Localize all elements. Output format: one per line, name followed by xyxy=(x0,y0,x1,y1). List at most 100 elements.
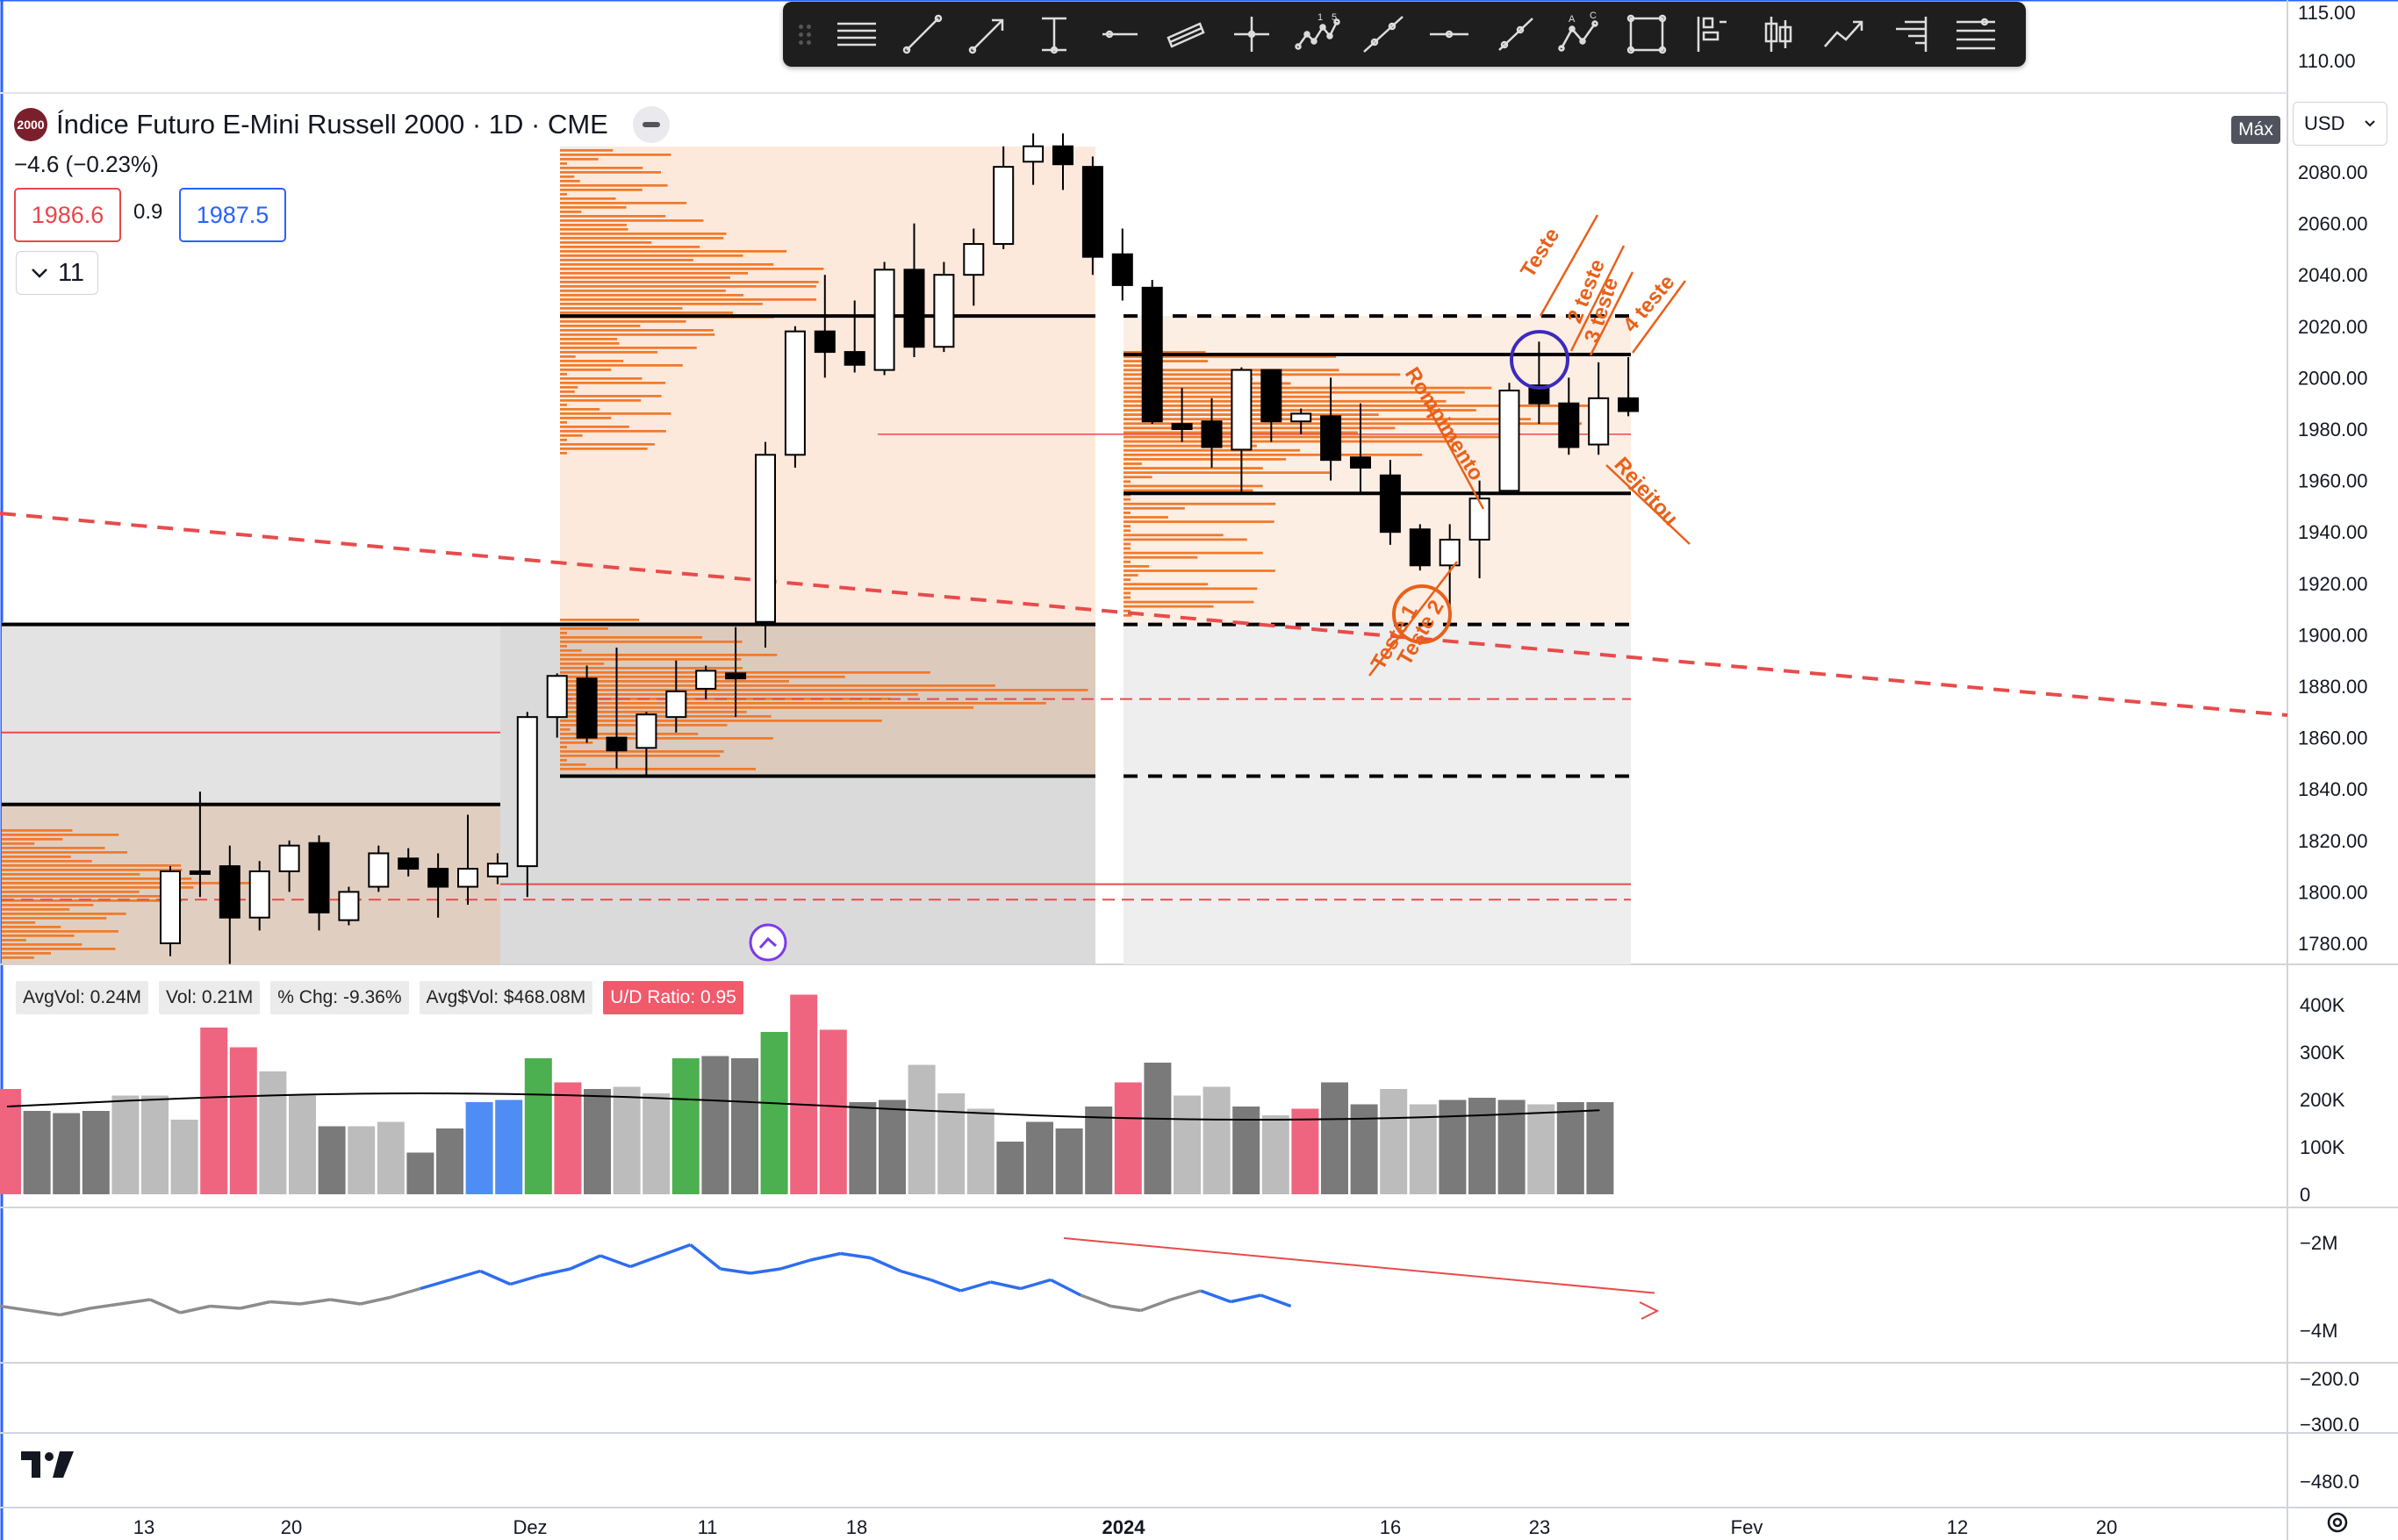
candle-up xyxy=(1498,390,1520,492)
volume-profile-bar xyxy=(1124,534,1224,537)
volume-profile-bar xyxy=(2,939,26,942)
candle xyxy=(784,326,806,468)
volume-profile-bar xyxy=(560,263,774,266)
sell-button[interactable]: 1986.6 xyxy=(14,188,121,242)
extended-line-icon[interactable] xyxy=(1350,2,1416,67)
volume-profile-bar xyxy=(1124,390,1465,394)
rectangle-icon[interactable] xyxy=(1613,2,1679,67)
volume-bar xyxy=(701,1056,729,1194)
candle-up xyxy=(635,713,657,749)
indicators-count: 11 xyxy=(57,258,85,287)
candle xyxy=(1023,133,1045,185)
jump-to-bar-button[interactable] xyxy=(749,923,787,962)
candle-up xyxy=(933,274,955,348)
candle xyxy=(1290,408,1312,434)
volume-bar xyxy=(141,1095,169,1194)
volume-bar xyxy=(465,1102,493,1194)
volume-profile-icon[interactable] xyxy=(1877,2,1942,67)
volume-profile-bar xyxy=(1124,538,1247,541)
more-tools-icon[interactable] xyxy=(1942,2,2008,67)
candle xyxy=(546,673,568,738)
symbol-title[interactable]: Índice Futuro E-Mini Russell 2000 · 1D ·… xyxy=(56,109,608,140)
volume-profile-bar xyxy=(2,851,128,854)
volume-profile-bar xyxy=(560,347,697,349)
volume-profile-bar xyxy=(1124,605,1214,608)
volume-profile-bar xyxy=(1124,555,1198,559)
path-icon[interactable] xyxy=(1811,2,1877,67)
volume-profile-bar xyxy=(1124,395,1331,398)
volume-bar xyxy=(259,1071,287,1194)
volume-profile-bar xyxy=(1124,364,1151,368)
horizontal-lines-icon[interactable] xyxy=(823,2,889,67)
indicator-line-segment xyxy=(1170,1289,1202,1301)
volume-bar xyxy=(0,1089,21,1194)
buy-button[interactable]: 1987.5 xyxy=(179,188,286,242)
price-tick-label: 1960.00 xyxy=(2298,470,2368,492)
volume-bar xyxy=(1026,1121,1053,1194)
volume-profile-bar xyxy=(2,886,194,889)
long-short-position-icon[interactable] xyxy=(1679,2,1745,67)
annotation-arrow xyxy=(1589,271,1634,356)
volume-profile-bar xyxy=(560,184,668,187)
candle-down xyxy=(1320,415,1342,462)
price-tick-label: 1980.00 xyxy=(2298,419,2368,441)
indicator-line-segment xyxy=(119,1298,151,1306)
volume-profile-bar xyxy=(560,382,666,384)
candle-down xyxy=(219,865,241,919)
symbol-menu-button[interactable] xyxy=(632,106,670,143)
volume-bar xyxy=(1468,1098,1496,1194)
tradingview-logo-icon[interactable] xyxy=(19,1448,75,1483)
volume-profile-bar xyxy=(560,636,702,639)
volume-bar xyxy=(760,1032,788,1194)
indicators-toggle-button[interactable]: 11 xyxy=(16,251,98,295)
annotation-arrow xyxy=(1425,403,1485,510)
indicator-line-segment xyxy=(779,1258,811,1271)
volume-profile-bar xyxy=(2,913,126,915)
time-tick-label: Fev xyxy=(1731,1516,1763,1538)
volume-profile-bar xyxy=(1124,574,1138,577)
candle xyxy=(1171,388,1193,442)
candle xyxy=(1439,524,1461,622)
volume-profile-bar xyxy=(2,829,73,832)
price-change: −4.6 (−0.23%) xyxy=(14,151,159,177)
volume-profile-bar xyxy=(560,233,727,235)
volume-profile-bar xyxy=(560,658,742,661)
candle-down xyxy=(1350,456,1371,469)
trend-line-icon[interactable] xyxy=(889,2,955,67)
volume-bar xyxy=(584,1089,611,1194)
volume-profile-bar xyxy=(560,386,578,389)
arrow-line-icon[interactable] xyxy=(955,2,1021,67)
volume-profile-bar xyxy=(560,175,575,178)
candles-icon[interactable] xyxy=(1745,2,1811,67)
horizontal-ray-icon[interactable] xyxy=(1087,2,1152,67)
parallel-channel-icon[interactable] xyxy=(1152,2,1218,67)
volume-profile-bar xyxy=(1124,516,1168,519)
volume-profile-bar xyxy=(560,763,586,766)
volume-profile-bar xyxy=(560,452,567,455)
price-tick-label: 115.00 xyxy=(2298,2,2356,24)
candle xyxy=(1558,377,1580,455)
pct-chg-stat: % Chg: -9.36% xyxy=(270,981,409,1014)
symbol-logo[interactable]: 2000 xyxy=(14,108,47,141)
candle xyxy=(665,660,687,733)
candle-down xyxy=(1379,474,1401,534)
gear-icon[interactable] xyxy=(2324,1509,2351,1536)
volume-bar xyxy=(1291,1108,1319,1194)
horizontal-line-icon[interactable] xyxy=(1416,2,1482,67)
vertical-range-icon[interactable] xyxy=(1021,2,1087,67)
volume-bar xyxy=(966,1108,994,1194)
currency-select[interactable]: USD xyxy=(2293,102,2387,146)
max-button[interactable]: Máx xyxy=(2231,116,2280,144)
toolbar-drag-handle[interactable] xyxy=(795,19,815,49)
candle xyxy=(1201,398,1223,468)
indicator-line-segment xyxy=(689,1243,722,1271)
ray-icon[interactable] xyxy=(1482,2,1547,67)
volume-profile-bar xyxy=(2,860,92,863)
crosshair-icon[interactable] xyxy=(1218,2,1284,67)
annotation-arrow xyxy=(1631,280,1687,354)
volume-profile-bar xyxy=(1124,542,1131,546)
volume-profile-bar xyxy=(1124,512,1131,514)
